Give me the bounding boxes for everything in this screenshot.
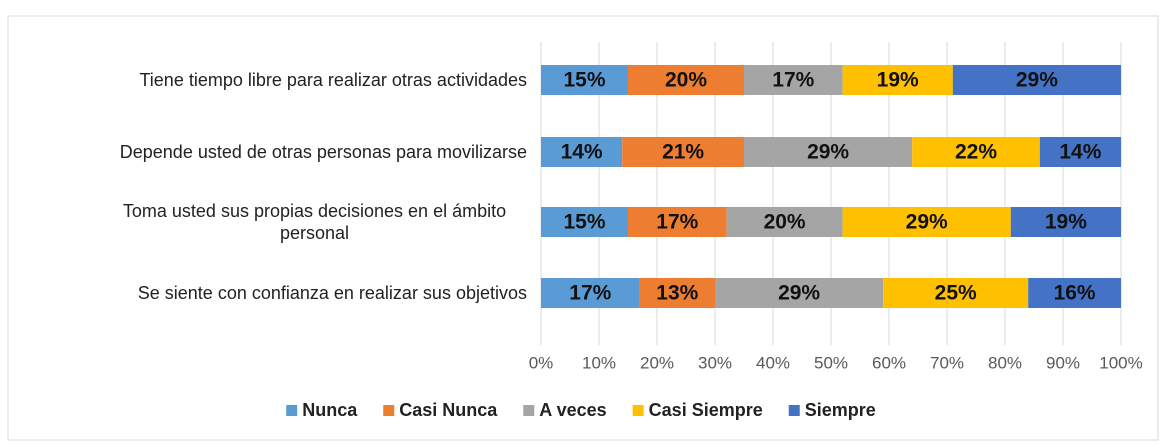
legend-label: Nunca — [302, 400, 358, 420]
x-tick-label: 60% — [872, 353, 906, 372]
category-label: Se siente con confianza en realizar sus … — [137, 283, 527, 303]
bar-segment — [1010, 207, 1121, 237]
data-label: 15% — [563, 211, 605, 234]
bar-segment — [622, 137, 744, 167]
x-tick-label: 50% — [814, 353, 848, 372]
bar-segment — [744, 65, 843, 95]
data-label: 17% — [569, 282, 611, 305]
legend-swatch — [788, 405, 800, 416]
bar-segment — [628, 65, 744, 95]
legend-label: Siempre — [805, 400, 876, 420]
bar-segment — [883, 278, 1029, 308]
bar-segment — [842, 207, 1011, 237]
bar-segment — [541, 207, 628, 237]
data-label: 29% — [807, 141, 849, 164]
legend-label: A veces — [539, 400, 606, 420]
bar-segment — [726, 207, 843, 237]
x-tick-label: 100% — [1099, 353, 1142, 372]
bar-segment — [744, 137, 913, 167]
x-tick-label: 80% — [988, 353, 1022, 372]
category-label: Depende usted de otras personas para mov… — [119, 142, 527, 162]
legend-swatch — [523, 405, 535, 416]
data-label: 29% — [1016, 69, 1058, 92]
data-label: 19% — [877, 69, 919, 92]
category-label: Toma usted sus propias decisiones en el … — [122, 201, 507, 243]
x-tick-label: 20% — [640, 353, 674, 372]
data-label: 17% — [656, 211, 698, 234]
legend-swatch — [383, 405, 395, 416]
legend-label: Casi Siempre — [649, 400, 763, 420]
legend-swatch — [632, 405, 644, 416]
data-label: 19% — [1045, 211, 1087, 234]
data-label: 21% — [662, 141, 704, 164]
x-tick-label: 90% — [1046, 353, 1080, 372]
bar-segment — [912, 137, 1040, 167]
bar-segment — [842, 65, 953, 95]
bar-segment — [1028, 278, 1121, 308]
data-label: 17% — [772, 69, 814, 92]
bar-segment — [715, 278, 884, 308]
bar-segment — [952, 65, 1121, 95]
data-label: 22% — [955, 141, 997, 164]
data-label: 29% — [778, 282, 820, 305]
data-label: 25% — [935, 282, 977, 305]
bar-segment — [628, 207, 727, 237]
data-label: 14% — [561, 141, 603, 164]
x-tick-label: 40% — [756, 353, 790, 372]
data-label: 15% — [563, 69, 605, 92]
bar-segment — [541, 65, 628, 95]
data-label: 13% — [656, 282, 698, 305]
x-tick-label: 30% — [698, 353, 732, 372]
data-label: 29% — [906, 211, 948, 234]
x-tick-label: 0% — [529, 353, 554, 372]
bar-segment — [639, 278, 715, 308]
bar-segment — [541, 278, 640, 308]
data-label: 14% — [1059, 141, 1101, 164]
data-label: 20% — [764, 211, 806, 234]
data-label: 16% — [1054, 282, 1096, 305]
legend-label: Casi Nunca — [399, 400, 498, 420]
legend-swatch — [286, 405, 298, 416]
x-tick-label: 10% — [582, 353, 616, 372]
bar-segment — [541, 137, 623, 167]
bar-segment — [1039, 137, 1121, 167]
category-label: Tiene tiempo libre para realizar otras a… — [139, 70, 527, 90]
data-label: 20% — [665, 69, 707, 92]
x-tick-label: 70% — [930, 353, 964, 372]
